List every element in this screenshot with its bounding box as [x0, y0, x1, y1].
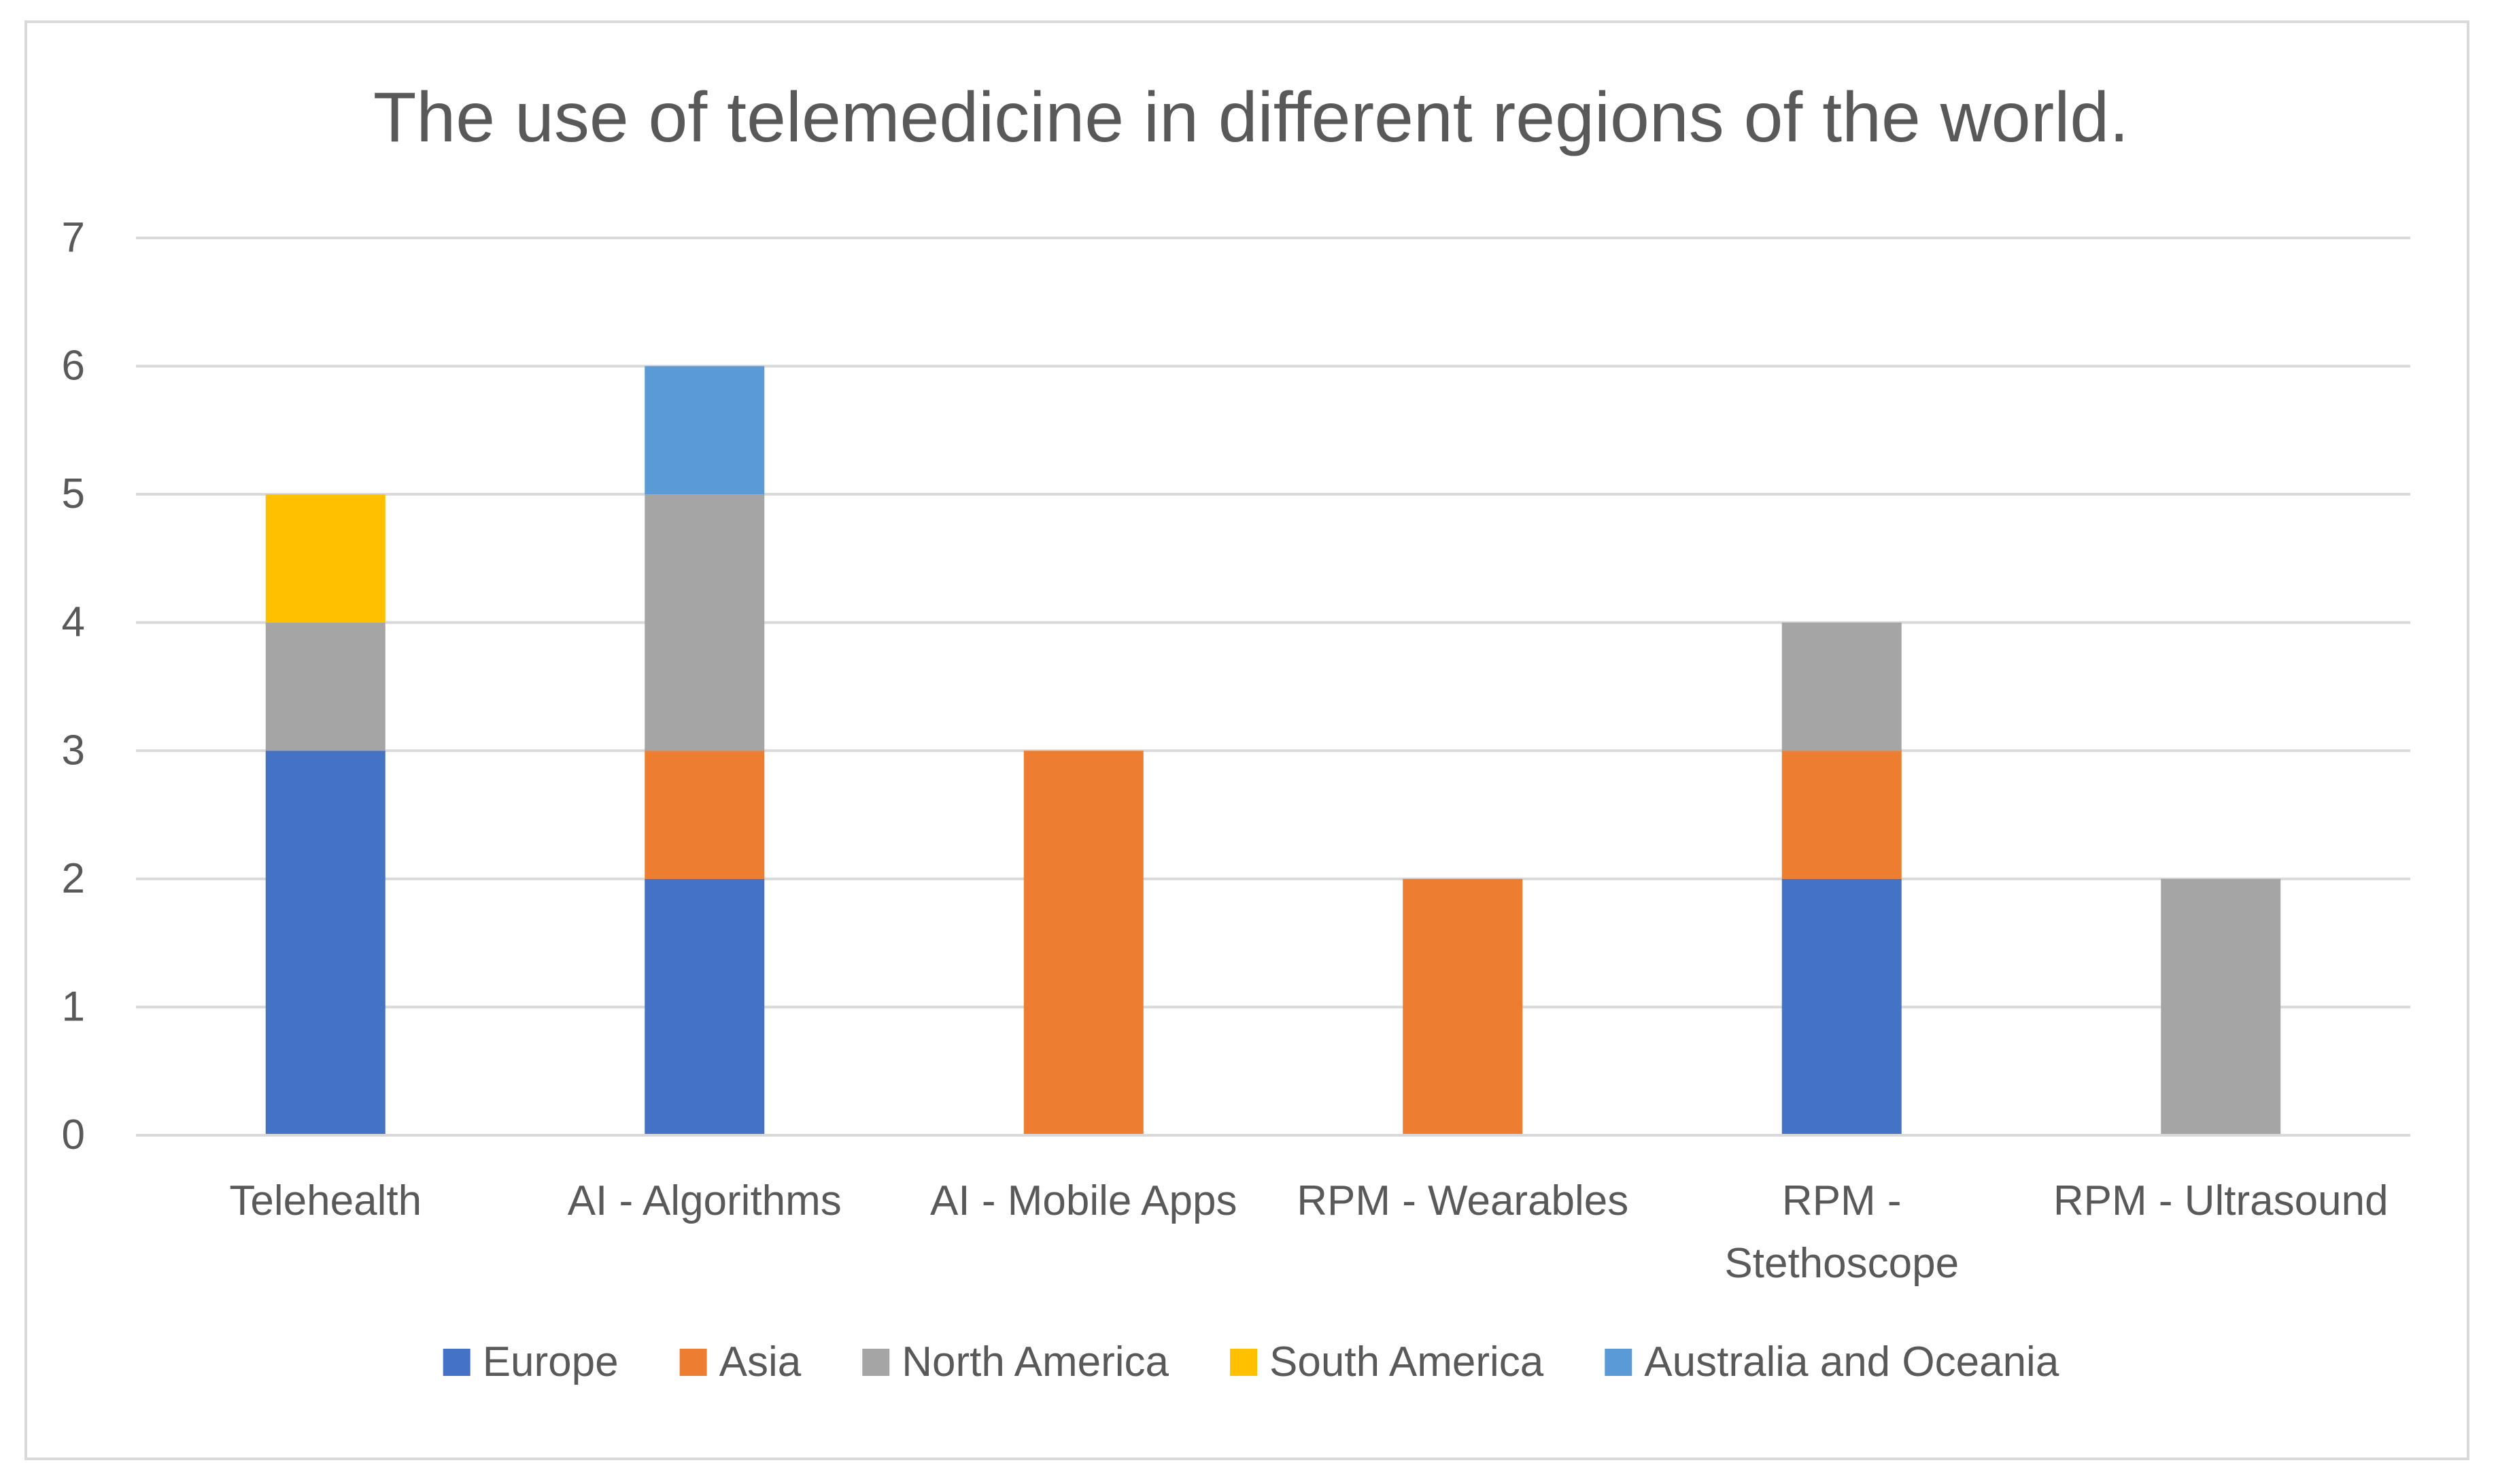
y-tick-label: 0: [62, 1111, 85, 1158]
x-tick-label: AI - Algorithms: [568, 1177, 842, 1224]
y-tick-label: 5: [62, 470, 85, 517]
bar-north-america: [265, 622, 386, 751]
chart-title: The use of telemedicine in different reg…: [373, 78, 2129, 157]
y-tick-label: 3: [62, 727, 85, 774]
bar-south-america: [265, 494, 386, 623]
x-tick-label: RPM - Wearables: [1297, 1177, 1628, 1224]
y-tick-label: 6: [62, 343, 85, 390]
x-tick-label: AI - Mobile Apps: [930, 1177, 1237, 1224]
y-tick-label: 4: [62, 599, 85, 646]
bar-asia: [645, 750, 765, 879]
bar-europe: [645, 878, 765, 1135]
bar-north-america: [2161, 878, 2281, 1135]
legend-label: Australia and Oceania: [1644, 1339, 2059, 1385]
legend-swatch: [1230, 1349, 1258, 1376]
bar-europe: [265, 750, 386, 1135]
bar-asia: [1403, 878, 1523, 1135]
bar-australia-and-oceania: [645, 366, 765, 495]
legend-label: Asia: [719, 1339, 802, 1385]
legend-label: North America: [902, 1339, 1169, 1385]
bar-asia: [1781, 750, 1902, 879]
y-axis-ticks: 0 1 2 3 4 5 6 7: [62, 214, 85, 1158]
chart-frame: [24, 20, 2469, 1460]
x-tick-label: Telehealth: [229, 1177, 422, 1224]
x-tick-label: RPM -: [1782, 1177, 1902, 1224]
gridlines: [136, 237, 2410, 1009]
bar-north-america: [1781, 622, 1902, 751]
bar-north-america: [645, 494, 765, 751]
x-axis-ticks: Telehealth AI - Algorithms AI - Mobile App…: [229, 1177, 2388, 1287]
y-tick-label: 2: [62, 855, 85, 902]
x-tick-label: RPM - Ultrasound: [2053, 1177, 2389, 1224]
y-tick-label: 7: [62, 214, 85, 261]
legend-label: Europe: [483, 1339, 619, 1385]
x-tick-label: Stethoscope: [1724, 1240, 1959, 1287]
legend-swatch: [1605, 1349, 1632, 1376]
bars: [265, 366, 2281, 1135]
legend-label: South America: [1269, 1339, 1544, 1385]
y-tick-label: 1: [62, 983, 85, 1030]
bar-asia: [1023, 750, 1144, 1135]
legend-swatch: [862, 1349, 890, 1376]
bar-europe: [1781, 878, 1902, 1135]
legend-swatch: [679, 1349, 707, 1376]
legend: Europe Asia North America South America Aust…: [443, 1339, 2059, 1385]
legend-swatch: [443, 1349, 470, 1376]
